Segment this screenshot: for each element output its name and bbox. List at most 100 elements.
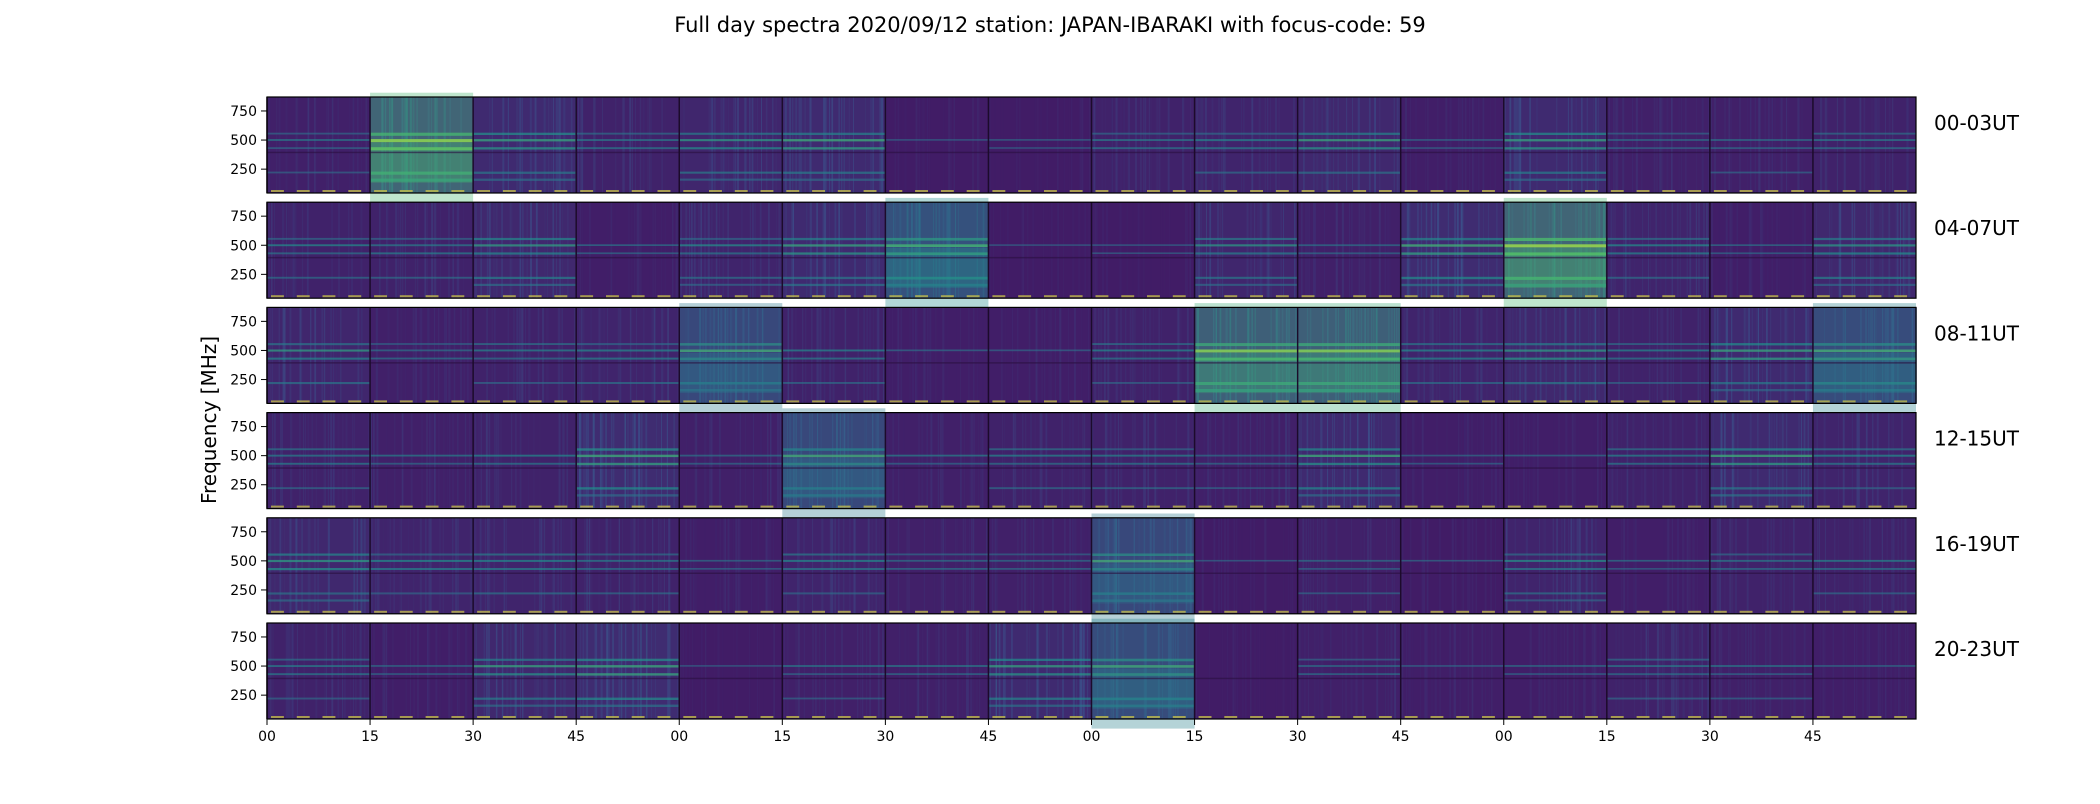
- bottom-marker: [1250, 716, 1263, 718]
- frequency-band: [988, 244, 1092, 246]
- texture-line: [1250, 517, 1253, 614]
- bottom-marker: [889, 716, 903, 718]
- texture-line: [1111, 97, 1113, 193]
- texture-line: [736, 97, 739, 193]
- texture-line: [767, 412, 769, 509]
- texture-line: [1807, 307, 1809, 404]
- texture-line: [600, 623, 603, 719]
- texture-line: [904, 623, 906, 719]
- texture-line: [1266, 202, 1267, 299]
- texture-line: [1695, 412, 1698, 509]
- texture-line: [1589, 202, 1591, 299]
- texture-line: [1632, 412, 1635, 509]
- bottom-marker: [271, 716, 284, 718]
- texture-line: [1593, 97, 1594, 193]
- texture-line: [1049, 307, 1051, 404]
- texture-line: [633, 202, 636, 299]
- texture-line: [1162, 623, 1163, 719]
- texture-line: [925, 412, 927, 509]
- texture-line: [1877, 623, 1880, 719]
- frequency-band: [782, 382, 886, 384]
- bottom-marker: [1816, 295, 1830, 298]
- texture-line: [493, 307, 496, 404]
- texture-line: [1527, 202, 1530, 299]
- spectrum-segment: [987, 97, 1093, 193]
- bottom-marker: [1018, 400, 1032, 403]
- texture-line: [1623, 202, 1625, 299]
- texture-line: [1114, 412, 1116, 509]
- texture-line: [1026, 623, 1028, 719]
- texture-line: [1079, 97, 1081, 193]
- texture-line: [1592, 307, 1595, 404]
- frequency-band: [1091, 454, 1195, 457]
- texture-line: [777, 307, 780, 404]
- spectrum-segment: [472, 517, 578, 614]
- bottom-marker: [322, 505, 336, 508]
- y-tick-label: 250: [230, 267, 257, 283]
- texture-line: [1140, 97, 1142, 193]
- texture-line: [1851, 517, 1854, 614]
- frequency-band: [473, 139, 577, 142]
- texture-line: [954, 517, 957, 614]
- texture-line: [1425, 202, 1427, 299]
- texture-line: [362, 517, 364, 614]
- frequency-band: [1812, 132, 1916, 135]
- texture-line: [1869, 307, 1872, 404]
- texture-line: [537, 623, 540, 719]
- frequency-band: [576, 568, 680, 570]
- texture-line: [1029, 623, 1031, 719]
- texture-line: [528, 307, 530, 404]
- bottom-marker: [1533, 505, 1547, 508]
- texture-line: [1069, 517, 1071, 614]
- texture-line: [1125, 307, 1127, 404]
- texture-line: [419, 307, 422, 404]
- texture-line: [599, 412, 602, 509]
- texture-line: [1739, 97, 1741, 193]
- texture-line: [882, 623, 884, 719]
- texture-line: [1310, 412, 1312, 509]
- texture-line: [389, 517, 391, 614]
- dark-band: [885, 256, 989, 259]
- texture-line: [662, 307, 665, 404]
- texture-line: [288, 623, 290, 719]
- frequency-band: [473, 559, 577, 562]
- texture-line: [1116, 623, 1119, 719]
- texture-line: [843, 97, 845, 193]
- texture-line: [1689, 517, 1691, 614]
- texture-line: [486, 307, 488, 404]
- frequency-band: [1606, 665, 1710, 667]
- bottom-marker: [1430, 610, 1444, 613]
- texture-line: [631, 97, 633, 193]
- texture-line: [579, 202, 582, 299]
- frequency-band: [1503, 244, 1607, 248]
- texture-line: [1352, 97, 1353, 193]
- texture-line: [1196, 307, 1198, 404]
- texture-line: [1158, 307, 1160, 404]
- texture-line: [1461, 97, 1463, 193]
- texture-line: [668, 517, 670, 614]
- texture-line: [1097, 623, 1100, 719]
- texture-line: [1393, 517, 1395, 614]
- row-label: 04-07UT: [1934, 216, 2020, 240]
- dark-band: [370, 677, 474, 680]
- texture-line: [809, 412, 811, 509]
- frequency-band: [1194, 343, 1298, 347]
- x-tick-label: 00: [670, 729, 688, 745]
- texture-line: [488, 623, 490, 719]
- texture-line: [1732, 412, 1735, 509]
- texture-line: [582, 623, 585, 719]
- texture-line: [768, 517, 770, 614]
- texture-line: [1451, 517, 1454, 614]
- dark-band: [988, 572, 1092, 574]
- texture-line: [1324, 202, 1325, 299]
- spectrum-segment: [1709, 412, 1814, 509]
- spectrum-segment: [678, 517, 783, 614]
- texture-line: [1680, 307, 1682, 404]
- texture-line: [709, 307, 712, 404]
- texture-line: [605, 412, 607, 509]
- frequency-band: [576, 487, 680, 490]
- texture-line: [1696, 517, 1699, 614]
- bottom-marker: [399, 190, 413, 192]
- texture-line: [516, 412, 517, 509]
- texture-line: [983, 202, 985, 299]
